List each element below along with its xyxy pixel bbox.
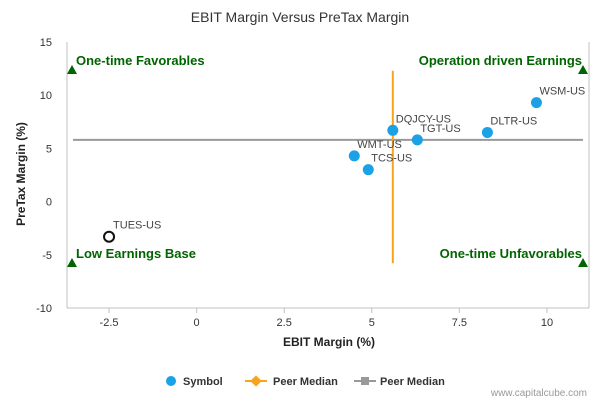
y-tick-label: -5 [42, 250, 52, 262]
plot-area [66, 42, 590, 309]
data-point [411, 134, 423, 146]
y-tick-label: 10 [40, 90, 52, 102]
legend-symbol-label: Symbol [183, 376, 223, 388]
quadrant-markers [67, 65, 588, 267]
quadrant-top-right-label: Operation driven Earnings [419, 53, 582, 68]
legend-peer-median-x-marker [250, 375, 262, 387]
quadrant-labels: One-time Favorables Operation driven Ear… [76, 53, 582, 261]
legend-peer-median-x-label: Peer Median [273, 376, 338, 388]
legend-peer-median-y-label: Peer Median [380, 376, 445, 388]
chart-title: EBIT Margin Versus PreTax Margin [191, 9, 409, 25]
y-axis-ticks: 15 10 5 0 -5 -10 [36, 37, 52, 315]
data-point-label: DQJCY-US [396, 113, 451, 125]
data-point-label: DLTR-US [490, 115, 537, 127]
x-tick-label: 7.5 [452, 317, 467, 329]
quadrant-top-left-label: One-time Favorables [76, 53, 205, 68]
quadrant-bottom-left-label: Low Earnings Base [76, 246, 196, 261]
data-point [348, 150, 360, 162]
legend-symbol-marker [166, 376, 176, 386]
triangle-bottom-right-icon [578, 258, 588, 267]
x-axis-title: EBIT Margin (%) [283, 335, 375, 349]
y-tick-label: 15 [40, 37, 52, 49]
data-point-label: WSM-US [539, 86, 585, 98]
data-point [530, 97, 542, 109]
highlight-point [103, 230, 116, 243]
data-point [481, 126, 493, 138]
x-tick-label: -2.5 [100, 317, 119, 329]
triangle-top-left-icon [67, 65, 77, 74]
data-point-label: TGT-US [420, 123, 460, 135]
data-point [362, 164, 374, 176]
data-point [387, 124, 399, 136]
x-tick-label: 10 [541, 317, 553, 329]
data-point-label: TCS-US [371, 153, 412, 165]
highlight-point-label: TUES-US [113, 220, 161, 232]
data-point-label: WMT-US [357, 139, 402, 151]
credit-text: www.capitalcube.com [490, 388, 587, 399]
y-tick-label: 5 [46, 143, 52, 155]
x-tick-label: 2.5 [277, 317, 292, 329]
quadrant-bottom-right-label: One-time Unfavorables [440, 246, 582, 261]
peer-median-lines [73, 70, 583, 264]
triangle-top-right-icon [578, 65, 588, 74]
triangle-bottom-left-icon [67, 258, 77, 267]
y-tick-label: -10 [36, 303, 52, 315]
legend-peer-median-y-marker [361, 377, 369, 385]
y-tick-label: 0 [46, 197, 52, 209]
x-axis-ticks: -2.5 0 2.5 5 7.5 10 [100, 308, 553, 329]
y-axis-title: PreTax Margin (%) [14, 122, 28, 226]
x-tick-label: 5 [369, 317, 375, 329]
legend: Symbol Peer Median Peer Median [166, 375, 445, 388]
x-tick-label: 0 [194, 317, 200, 329]
